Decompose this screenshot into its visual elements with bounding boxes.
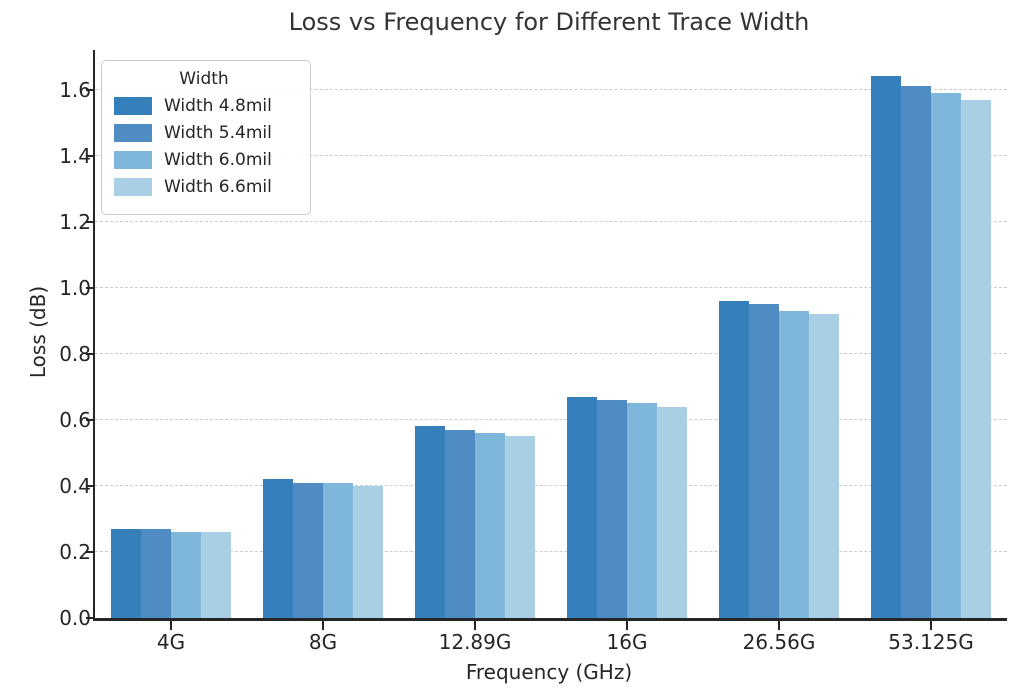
bar — [445, 429, 475, 618]
legend-item: Width 4.8mil — [114, 96, 294, 116]
legend: Width Width 4.8mil Width 5.4mil Width 6.0m… — [101, 60, 311, 215]
y-tick-mark — [86, 418, 93, 421]
legend-swatch — [114, 97, 152, 115]
legend-item: Width 6.6mil — [114, 177, 294, 197]
legend-label: Width 4.8mil — [164, 96, 272, 116]
y-tick-mark — [86, 617, 93, 619]
bar — [293, 482, 323, 618]
bar-group-8G — [247, 50, 399, 618]
x-axis-label: Frequency (GHz) — [465, 660, 633, 684]
bar — [505, 436, 535, 618]
bar — [871, 76, 901, 618]
gridline — [95, 550, 1007, 552]
bar — [141, 528, 171, 618]
plot-area: 0.0 0.2 0.4 0.6 0.8 1.0 1.2 1.4 1.6 Width Width … — [59, 50, 1007, 654]
bar — [323, 482, 353, 618]
legend-swatch — [114, 151, 152, 169]
legend-item: Width 5.4mil — [114, 123, 294, 143]
y-axis-label: Loss (dB) — [26, 285, 50, 379]
legend-swatch — [114, 178, 152, 196]
x-tick-mark — [170, 621, 172, 630]
bar — [901, 86, 931, 618]
y-tick-mark — [86, 484, 93, 487]
bars-layer — [95, 50, 1007, 618]
y-tick-label: 0.6 — [59, 407, 91, 432]
bar — [657, 406, 687, 618]
bar — [353, 485, 383, 618]
bar — [809, 314, 839, 618]
bar-group-4G — [95, 50, 247, 618]
bar — [111, 528, 141, 618]
x-tick-label: 12.89G — [438, 630, 512, 654]
bar — [415, 426, 445, 618]
bar-group-16G — [551, 50, 703, 618]
y-tick-mark — [86, 88, 93, 91]
gridline — [95, 220, 1007, 222]
bar-group-12.89G — [399, 50, 551, 618]
y-tick-mark — [86, 154, 93, 157]
y-tick-mark — [86, 550, 93, 553]
bar — [931, 92, 961, 618]
legend-label: Width 5.4mil — [164, 123, 272, 143]
gridline — [95, 286, 1007, 288]
x-tick-mark — [626, 621, 628, 630]
x-tick-mark — [474, 621, 476, 630]
bar — [749, 304, 779, 618]
legend-items: Width 4.8mil Width 5.4mil Width 6.0mil Widt… — [114, 96, 294, 197]
y-tick-label: 0.4 — [59, 473, 91, 498]
x-tick-mark — [322, 621, 324, 630]
bar — [475, 433, 505, 618]
y-tick-label: 0.2 — [59, 539, 91, 564]
gridline — [95, 352, 1007, 354]
x-tick-label: 53.125G — [888, 630, 974, 654]
legend-label: Width 6.0mil — [164, 150, 272, 170]
legend-title: Width — [179, 69, 229, 89]
x-tick-mark — [778, 621, 780, 630]
y-tick-mark — [86, 286, 93, 289]
y-tick-label: 1.4 — [59, 143, 91, 168]
y-tick-label: 0.0 — [59, 606, 91, 630]
gridline — [95, 88, 1007, 90]
x-tick-label: 26.56G — [742, 630, 816, 654]
bar — [567, 396, 597, 618]
bar — [779, 310, 809, 618]
gridline — [95, 484, 1007, 486]
bar — [201, 532, 231, 618]
chart-title: Loss vs Frequency for Different Trace Wi… — [288, 8, 810, 36]
legend-swatch — [114, 124, 152, 142]
bar — [597, 400, 627, 618]
x-tick-label: 4G — [156, 630, 186, 654]
bar — [961, 99, 991, 618]
bar-group-53.125G — [855, 50, 1007, 618]
y-tick-label: 1.0 — [59, 275, 91, 300]
x-tick-label: 16G — [606, 630, 648, 654]
gridline — [95, 154, 1007, 156]
y-tick-label: 0.8 — [59, 341, 91, 366]
gridline — [95, 418, 1007, 420]
bar — [627, 403, 657, 618]
y-tick-mark — [86, 220, 93, 223]
y-tick-label: 1.2 — [59, 209, 91, 234]
legend-label: Width 6.6mil — [164, 177, 272, 197]
y-tick-label: 1.6 — [59, 77, 91, 102]
bar — [263, 479, 293, 618]
x-tick-mark — [930, 621, 932, 630]
bar — [171, 532, 201, 618]
bar — [719, 300, 749, 618]
y-tick-mark — [86, 352, 93, 355]
legend-item: Width 6.0mil — [114, 150, 294, 170]
bar-group-26.56G — [703, 50, 855, 618]
x-tick-label: 8G — [308, 630, 338, 654]
